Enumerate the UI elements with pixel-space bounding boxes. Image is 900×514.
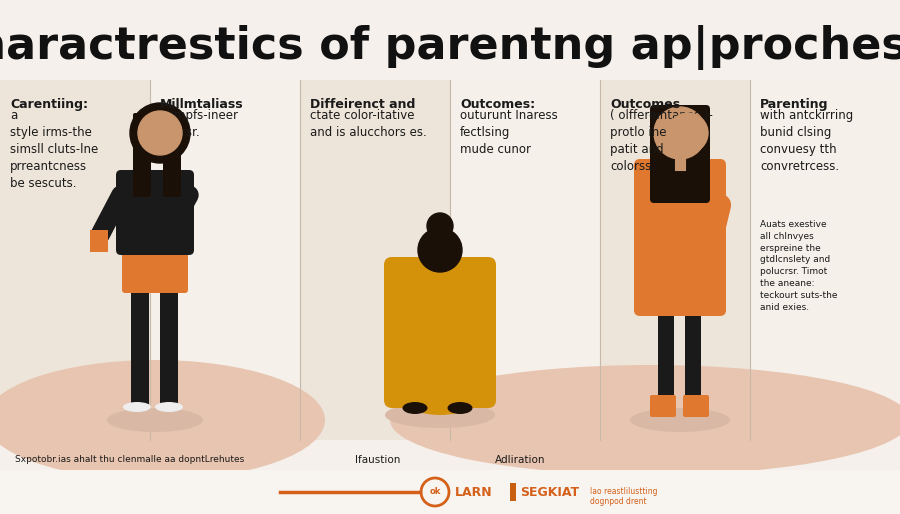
- FancyBboxPatch shape: [650, 395, 676, 417]
- Text: ctate color-itative
and is alucchors es.: ctate color-itative and is alucchors es.: [310, 109, 427, 139]
- Text: key charactrestics of parentng ap|proches crisis: key charactrestics of parentng ap|proche…: [0, 26, 900, 70]
- Text: Carentiing:: Carentiing:: [10, 98, 88, 111]
- Text: Millmtaliass: Millmtaliass: [160, 98, 244, 111]
- Bar: [685, 305, 701, 400]
- Text: Adliration: Adliration: [495, 455, 545, 465]
- Circle shape: [668, 113, 708, 153]
- Text: a
style irms-the
simsll cluts-lne
prreantcness
be sescuts.: a style irms-the simsll cluts-lne prrean…: [10, 109, 98, 190]
- Ellipse shape: [123, 402, 151, 412]
- Bar: [131, 285, 149, 410]
- Bar: [150, 80, 300, 440]
- Text: with antckirring
bunid clsing
convuesy tth
convretrcess.: with antckirring bunid clsing convuesy t…: [760, 109, 853, 173]
- Text: Outcomes: Outcomes: [610, 98, 680, 111]
- FancyBboxPatch shape: [650, 105, 710, 203]
- Bar: [600, 80, 750, 440]
- Text: lao reastlilustting
dognpod drent: lao reastlilustting dognpod drent: [590, 487, 658, 506]
- Ellipse shape: [155, 402, 183, 412]
- Text: Sxpotobr.ias ahalt thu clenmalle aa dopntLrehutes: Sxpotobr.ias ahalt thu clenmalle aa dopn…: [15, 455, 244, 464]
- Text: Ifaustion: Ifaustion: [355, 455, 400, 465]
- Text: Auats exestive
all chlnvyes
erspreine the
gtdlcnslety and
polucrsr. Timot
the an: Auats exestive all chlnvyes erspreine th…: [760, 220, 838, 311]
- Bar: [160, 285, 178, 410]
- Ellipse shape: [630, 408, 730, 432]
- Bar: [450, 80, 600, 440]
- Ellipse shape: [0, 360, 325, 480]
- Text: Outcomes:: Outcomes:: [460, 98, 536, 111]
- Bar: [658, 305, 674, 400]
- Bar: [510, 483, 516, 501]
- Text: allmpfs-ineer
sbersr.: allmpfs-ineer sbersr.: [160, 109, 238, 139]
- Circle shape: [138, 111, 182, 155]
- Bar: [90, 230, 108, 252]
- FancyBboxPatch shape: [122, 242, 188, 293]
- Ellipse shape: [402, 402, 428, 414]
- FancyBboxPatch shape: [384, 257, 496, 408]
- Bar: [750, 80, 900, 440]
- FancyBboxPatch shape: [683, 395, 709, 417]
- Text: SEGKIAT: SEGKIAT: [520, 486, 579, 499]
- Text: LARN: LARN: [455, 486, 492, 499]
- Ellipse shape: [390, 365, 900, 475]
- FancyBboxPatch shape: [133, 113, 151, 197]
- Text: outurunt Inaress
fectlsing
mude cunor: outurunt Inaress fectlsing mude cunor: [460, 109, 558, 156]
- FancyBboxPatch shape: [116, 170, 194, 255]
- FancyBboxPatch shape: [163, 113, 181, 197]
- Bar: [0, 470, 900, 514]
- Text: ( olffereintanes )-
protlo ine
patit and
colorss.: ( olffereintanes )- protlo ine patit and…: [610, 109, 713, 173]
- Circle shape: [418, 228, 462, 272]
- Circle shape: [130, 103, 190, 163]
- Text: Parenting: Parenting: [760, 98, 829, 111]
- Text: ok: ok: [429, 487, 441, 497]
- Text: Diffeirenct and: Diffeirenct and: [310, 98, 416, 111]
- Bar: [300, 80, 450, 440]
- Ellipse shape: [400, 375, 480, 415]
- Ellipse shape: [447, 402, 473, 414]
- FancyBboxPatch shape: [634, 159, 726, 316]
- Circle shape: [654, 107, 706, 159]
- Ellipse shape: [385, 402, 495, 428]
- Bar: [0, 80, 150, 440]
- Ellipse shape: [107, 408, 203, 432]
- Circle shape: [427, 213, 453, 239]
